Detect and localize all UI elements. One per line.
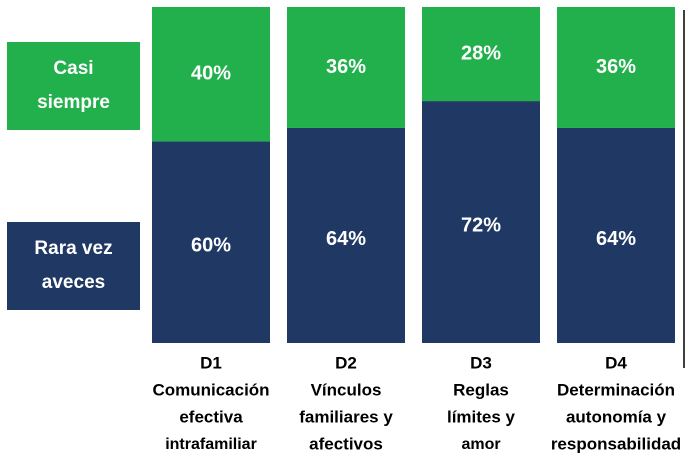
bar-segment — [422, 7, 540, 102]
value-label: 36% — [326, 56, 366, 78]
bar-segment — [287, 7, 405, 128]
x-tick-label: D2 — [335, 353, 357, 372]
bar-segment — [557, 7, 675, 128]
legend-label: Rara vez aveces — [34, 238, 113, 293]
x-tick-label: Vínculos — [311, 380, 382, 399]
x-tick-label: D1 — [200, 353, 222, 372]
value-label: 36% — [596, 56, 636, 78]
bar-segment — [152, 141, 270, 343]
value-label: 72% — [461, 214, 501, 236]
legend-item: Rara vez aveces — [7, 222, 140, 310]
value-label: 60% — [191, 234, 231, 256]
value-label: 64% — [596, 228, 636, 250]
x-tick-label: responsabilidad — [551, 434, 681, 453]
x-tick-label: amor — [461, 436, 500, 453]
value-label: 64% — [326, 228, 366, 250]
x-tick-label: familiares y — [299, 407, 393, 426]
x-tick-label: efectiva — [179, 407, 243, 426]
value-label: 40% — [191, 62, 231, 84]
x-tick-label: Comunicación — [152, 380, 269, 399]
x-tick-label: Determinación — [557, 380, 675, 399]
bar-segment — [152, 7, 270, 142]
x-tick-label: D4 — [605, 353, 627, 372]
x-tick-label: afectivos — [309, 434, 383, 453]
legend-label: Casi siempre — [37, 58, 110, 113]
x-tick-label: Reglas — [453, 380, 509, 399]
x-tick-label: límites y — [447, 407, 516, 426]
bar-segment — [557, 127, 675, 344]
x-tick-label: D3 — [470, 353, 492, 372]
value-label: 28% — [461, 42, 501, 64]
bar-segment — [422, 101, 540, 343]
x-tick-label: autonomía y — [566, 407, 667, 426]
bar-segment — [287, 127, 405, 344]
x-tick-label: intrafamiliar — [165, 436, 257, 453]
legend-item: Casi siempre — [7, 42, 140, 130]
